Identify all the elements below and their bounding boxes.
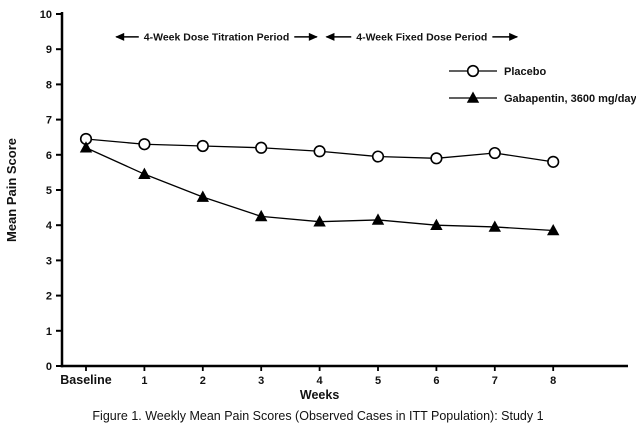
series-placebo bbox=[79, 132, 560, 168]
x-axis-ticks: Baseline 1 2 3 4 5 6 7 8 bbox=[60, 366, 556, 387]
left-arrowhead-icon bbox=[325, 32, 335, 41]
placebo-data-point bbox=[488, 146, 501, 160]
legend-label: Gabapentin, 3600 mg/day bbox=[504, 93, 636, 105]
pain-score-chart: 0 1 2 3 4 5 6 7 8 9 10 Baseline 1 2 3 4 5 6 7 8 Weeks Mean Pa… bbox=[4, 9, 636, 402]
x-tick-label: 1 bbox=[141, 375, 147, 387]
right-arrowhead-icon bbox=[308, 32, 318, 41]
x-tick-label: 5 bbox=[375, 375, 381, 387]
period-annotation-0: 4-Week Dose Titration Period bbox=[115, 31, 318, 43]
y-tick-label: 2 bbox=[46, 291, 52, 303]
placebo-data-point bbox=[196, 139, 209, 153]
x-axis-title: Weeks bbox=[300, 388, 339, 402]
placebo-data-point bbox=[138, 138, 151, 151]
y-axis-ticks: 0 1 2 3 4 5 6 7 8 9 10 bbox=[40, 9, 62, 373]
x-tick-label: 2 bbox=[200, 375, 206, 387]
y-tick-label: 0 bbox=[46, 361, 52, 373]
placebo-data-point bbox=[371, 150, 385, 163]
placebo-data-point bbox=[313, 145, 326, 158]
gabapentin-data-point bbox=[371, 213, 385, 225]
y-tick-label: 1 bbox=[46, 326, 52, 338]
y-tick-label: 9 bbox=[46, 44, 52, 56]
gabapentin-data-point bbox=[313, 215, 326, 227]
y-tick-label: 10 bbox=[40, 9, 52, 21]
x-tick-label: 3 bbox=[258, 375, 264, 387]
x-tick-label: 4 bbox=[317, 375, 324, 387]
gabapentin-data-point bbox=[138, 167, 151, 179]
y-tick-label: 4 bbox=[46, 220, 53, 232]
x-tick-label: 6 bbox=[433, 375, 439, 387]
y-tick-label: 6 bbox=[46, 150, 52, 162]
placebo-data-point bbox=[547, 155, 560, 168]
legend-marker-icon bbox=[466, 64, 480, 78]
period-annotation-label: 4-Week Fixed Dose Period bbox=[356, 31, 487, 43]
legend-label: Placebo bbox=[504, 66, 546, 78]
x-tick-label: 7 bbox=[492, 375, 498, 387]
x-tick-label: Baseline bbox=[60, 373, 111, 387]
y-tick-label: 3 bbox=[46, 255, 52, 267]
gabapentin-data-point bbox=[430, 218, 443, 230]
gabapentin-data-point bbox=[488, 220, 501, 232]
legend-marker-icon bbox=[466, 91, 480, 103]
placebo-data-point bbox=[430, 152, 443, 165]
gabapentin-data-point bbox=[196, 190, 209, 202]
figure-caption: Figure 1. Weekly Mean Pain Scores (Obser… bbox=[92, 409, 544, 423]
gabapentin-data-point bbox=[255, 209, 268, 222]
legend: Placebo Gabapentin, 3600 mg/day bbox=[449, 64, 636, 105]
y-tick-label: 7 bbox=[46, 115, 52, 127]
gabapentin-data-point bbox=[79, 141, 93, 153]
series-gabapentin bbox=[79, 141, 560, 236]
y-axis-title: Mean Pain Score bbox=[4, 138, 19, 242]
right-arrowhead-icon bbox=[509, 32, 519, 41]
x-tick-label: 8 bbox=[550, 375, 556, 387]
y-tick-label: 5 bbox=[46, 185, 52, 197]
period-annotation-1: 4-Week Fixed Dose Period bbox=[325, 31, 519, 43]
gabapentin-data-point bbox=[547, 223, 560, 236]
y-tick-label: 8 bbox=[46, 79, 52, 91]
period-annotation-label: 4-Week Dose Titration Period bbox=[144, 31, 289, 43]
placebo-data-point bbox=[255, 141, 268, 154]
left-arrowhead-icon bbox=[115, 32, 125, 41]
